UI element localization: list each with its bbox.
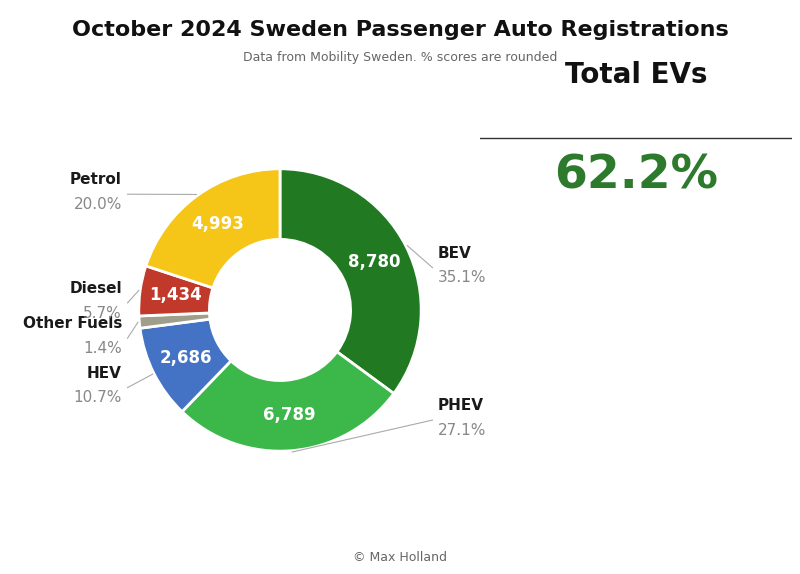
Text: 27.1%: 27.1%: [438, 423, 486, 438]
Text: 62.2%: 62.2%: [554, 154, 718, 199]
Wedge shape: [182, 352, 394, 451]
Text: BEV: BEV: [438, 246, 472, 261]
Text: 2,686: 2,686: [159, 348, 212, 367]
Text: HEV: HEV: [87, 366, 122, 381]
Text: 1.4%: 1.4%: [83, 341, 122, 356]
Text: October 2024 Sweden Passenger Auto Registrations: October 2024 Sweden Passenger Auto Regis…: [72, 20, 728, 40]
Text: 4,993: 4,993: [191, 215, 244, 233]
Text: 6,789: 6,789: [262, 406, 315, 424]
Text: 8,780: 8,780: [348, 253, 401, 271]
Wedge shape: [139, 313, 210, 328]
Text: Diesel: Diesel: [70, 281, 122, 296]
Text: 10.7%: 10.7%: [74, 390, 122, 405]
Text: Petrol: Petrol: [70, 172, 122, 187]
Text: © Max Holland: © Max Holland: [353, 550, 447, 564]
Wedge shape: [280, 169, 421, 394]
Wedge shape: [139, 266, 213, 316]
Text: Total EVs: Total EVs: [565, 61, 707, 90]
Text: Data from Mobility Sweden. % scores are rounded: Data from Mobility Sweden. % scores are …: [243, 51, 557, 64]
Text: Other Fuels: Other Fuels: [22, 316, 122, 331]
Text: 5.7%: 5.7%: [83, 306, 122, 321]
Text: 20.0%: 20.0%: [74, 197, 122, 212]
Text: 35.1%: 35.1%: [438, 270, 486, 285]
Text: PHEV: PHEV: [438, 398, 484, 413]
Text: 1,434: 1,434: [149, 286, 202, 304]
Wedge shape: [140, 319, 231, 412]
Wedge shape: [146, 169, 280, 288]
